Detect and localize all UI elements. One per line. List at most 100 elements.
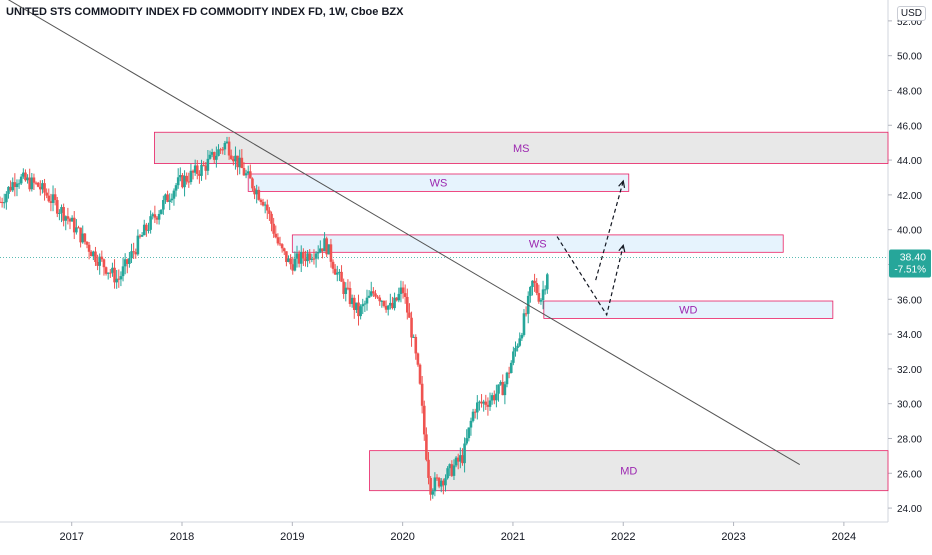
candle-body [263,204,267,206]
candle-body [499,381,502,385]
candle-body [238,157,242,168]
candle-body [543,289,547,291]
candle-body [13,182,17,188]
candle-body [130,251,133,259]
x-tick-label: 2020 [390,531,414,543]
price-badge [889,249,931,278]
candle-body [293,258,297,271]
currency-badge[interactable]: USD [896,6,926,21]
candle-body [537,293,541,302]
candle-body [340,271,343,282]
zone-label: WD [679,305,697,317]
candle-body [531,280,534,288]
candle-body [229,155,233,160]
candle-body [476,402,479,413]
candle-body [291,264,295,271]
candle-body [505,372,509,385]
candle-body [36,182,40,187]
candle-body [30,177,34,190]
candle-body [195,165,199,174]
candle-body [276,237,280,244]
candle-body [164,194,167,201]
candle-body [17,183,21,185]
zone-ms-0 [154,131,889,164]
candle-body [461,455,464,464]
candle-body [153,214,157,218]
candle-body [518,338,522,346]
candle-body [123,259,127,267]
candle-body [19,176,23,184]
candle-body [2,202,6,204]
candle-body [198,173,201,176]
candle-body [128,258,131,264]
candle-body [232,159,235,162]
candle-body [79,227,82,243]
candle-body [285,251,288,262]
candle-body [166,194,169,202]
candle-body [495,393,498,401]
x-tick-label: 2019 [280,531,304,543]
candle-body [96,261,99,266]
candle-body [316,252,320,254]
candle-body [11,182,15,191]
candle-body [104,267,108,274]
candle-body [482,401,485,404]
y-tick-label: 32.00 [897,365,922,376]
candle-body [240,157,244,168]
candle-body [314,253,318,259]
candle-body [473,411,477,413]
candle-body [179,175,182,178]
candle-body [92,251,95,257]
candle-body [242,167,246,176]
candle-body [15,183,19,188]
candle-body [395,297,398,301]
candle-body [174,185,178,191]
y-tick-label: 26.00 [897,469,922,480]
candle-body [94,251,97,262]
candle-body [98,256,102,266]
x-tick-label: 2018 [170,531,194,543]
candle-body [490,395,494,401]
y-tick-label: 42.00 [897,191,922,202]
zone-label: MS [513,143,530,155]
candle-body [66,216,70,219]
x-tick-label: 2017 [59,531,83,543]
projection-arrowhead [618,179,626,188]
candle-body [329,244,333,262]
candle-body [34,182,38,184]
candle-body [541,289,545,301]
candle-body [272,223,275,234]
candle-body [227,141,231,156]
candle-body [509,362,513,373]
candle-body [223,142,227,150]
x-tick-label: 2021 [501,531,525,543]
candle-body [363,303,367,305]
candle-body [497,384,500,394]
candle-body [7,186,10,194]
candle-body [159,209,163,214]
candle-body [389,302,392,306]
candle-body [162,200,165,210]
candle-body [403,293,407,297]
candle-body [514,347,517,352]
candle-body [435,477,439,479]
candle-body [117,278,121,280]
candle-body [270,213,273,224]
candle-body [439,480,443,487]
candle-body [459,455,462,462]
candle-body [484,401,488,405]
candle-body [507,372,511,374]
candle-body [376,296,379,298]
candle-body [431,491,435,495]
candle-body [206,158,210,171]
candle-body [492,395,496,401]
candle-body [113,267,116,283]
candle-body [422,405,426,435]
candle-body [0,201,4,203]
candle-body [350,297,354,305]
candle-body [157,213,161,220]
candle-body [151,214,155,217]
candle-body [406,296,409,313]
candle-body [325,238,328,255]
